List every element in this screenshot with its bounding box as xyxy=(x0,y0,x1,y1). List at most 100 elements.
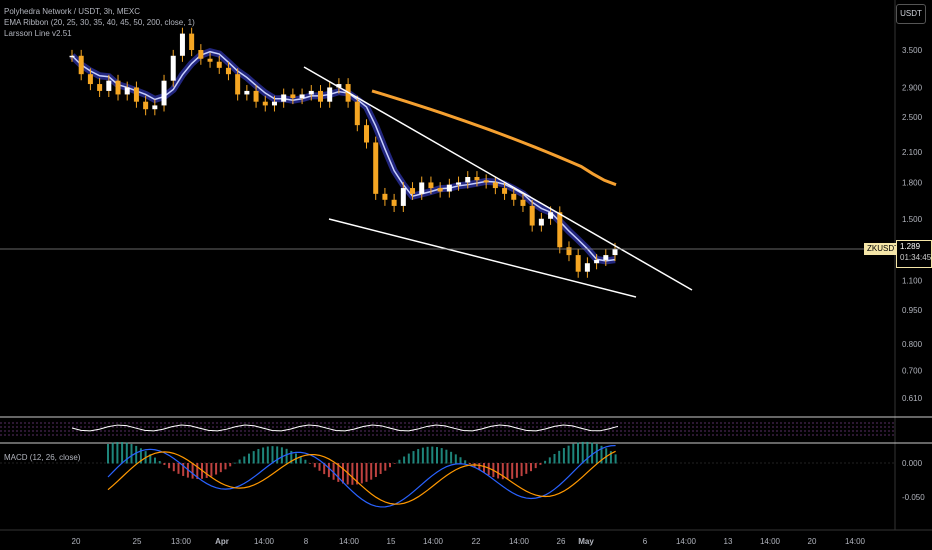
macd-histogram-bar xyxy=(229,463,232,467)
y-tick-label: 0.610 xyxy=(902,394,923,403)
candle-body xyxy=(207,58,213,62)
macd-histogram-bar xyxy=(149,454,152,464)
x-tick-label: 15 xyxy=(387,537,396,546)
macd-label: MACD (12, 26, close) xyxy=(4,453,81,462)
macd-histogram-bar xyxy=(591,442,594,464)
candle-body xyxy=(216,61,222,68)
candle-body xyxy=(603,255,609,260)
macd-histogram-bar xyxy=(370,463,373,480)
x-tick-label: 22 xyxy=(472,537,481,546)
macd-histogram-bar xyxy=(614,454,617,464)
x-tick-label: May xyxy=(578,537,594,546)
candle-body xyxy=(502,188,508,194)
x-tick-label: 14:00 xyxy=(676,537,697,546)
x-tick-label: 14:00 xyxy=(423,537,444,546)
bar-countdown: 01:34:45 xyxy=(900,253,932,262)
legend: Polyhedra Network / USDT, 3h, MEXC EMA R… xyxy=(4,6,195,39)
x-tick-label: 25 xyxy=(133,537,142,546)
macd-histogram-bar xyxy=(248,453,250,464)
y-tick-label: 2.100 xyxy=(902,148,923,157)
candle-body xyxy=(281,94,287,102)
candle-body xyxy=(474,177,480,181)
candle-body xyxy=(152,105,158,110)
macd-histogram-bar xyxy=(436,447,438,464)
macd-line xyxy=(107,444,616,508)
macd-histogram-bar xyxy=(374,463,377,478)
macd-histogram-bar xyxy=(182,463,185,476)
macd-histogram-bar xyxy=(365,463,368,482)
candle-body xyxy=(87,74,93,85)
y-tick-label: 2.900 xyxy=(902,83,923,92)
macd-histogram-bar xyxy=(130,444,133,464)
candle-body xyxy=(511,193,517,200)
macd-histogram-bar xyxy=(525,463,528,474)
macd-histogram-bar xyxy=(445,449,448,464)
candle-body xyxy=(235,74,241,95)
macd-histogram-bar xyxy=(215,463,218,475)
candle-body xyxy=(529,205,535,226)
macd-histogram-bar xyxy=(548,457,551,464)
macd-histogram-bar xyxy=(163,463,166,465)
macd-histogram-bar xyxy=(506,463,509,480)
macd-histogram-bar xyxy=(262,447,265,464)
candle-body xyxy=(410,188,416,194)
macd-histogram-bar xyxy=(412,451,415,464)
candle-body xyxy=(456,182,462,185)
candle-body xyxy=(327,87,333,102)
macd-histogram-bar xyxy=(515,463,518,478)
candle-body xyxy=(575,255,581,272)
candle-body xyxy=(364,125,370,143)
macd-histogram-bar xyxy=(511,463,514,479)
candle-body xyxy=(299,94,305,99)
macd-histogram-bar xyxy=(497,463,500,479)
macd-histogram-bar xyxy=(464,460,467,464)
candle-body xyxy=(198,50,204,59)
macd-histogram-bar xyxy=(210,463,213,477)
macd-histogram-bar xyxy=(478,463,481,471)
candle-body xyxy=(612,248,618,256)
macd-histogram-bar xyxy=(431,446,434,464)
upper-trendline xyxy=(303,66,693,291)
candle-body xyxy=(373,142,379,194)
macd-histogram-bar xyxy=(121,442,124,464)
candle-body xyxy=(492,182,498,189)
macd-histogram-bar xyxy=(158,461,161,464)
ema-ribbon-line xyxy=(71,50,616,262)
macd-histogram-bar xyxy=(407,453,410,464)
macd-histogram-bar xyxy=(271,446,274,464)
macd-histogram-bar xyxy=(342,463,344,484)
macd-histogram-bar xyxy=(398,459,401,464)
candle-body xyxy=(400,188,406,206)
candle-body xyxy=(391,199,397,206)
macd-histogram-bar xyxy=(487,463,490,476)
y-tick-label: 0.800 xyxy=(902,340,923,349)
y-tick-label: 3.500 xyxy=(902,46,923,55)
y-tick-label: 2.500 xyxy=(902,113,923,122)
x-tick-label: 14:00 xyxy=(339,537,360,546)
candle-body xyxy=(446,184,452,192)
y-tick-label: 1.800 xyxy=(902,178,923,187)
macd-histogram-bar xyxy=(196,463,199,480)
macd-histogram-bar xyxy=(389,463,391,468)
macd-histogram-bar xyxy=(520,463,523,477)
macd-histogram-bar xyxy=(586,441,589,464)
macd-histogram-bar xyxy=(323,463,326,475)
y-tick-label: 0.950 xyxy=(902,306,923,315)
macd-histogram-bar xyxy=(177,463,180,474)
macd-histogram-bar xyxy=(426,446,429,464)
x-tick-label: 26 xyxy=(557,537,566,546)
last-price-tag: 1.289 01:34:45 xyxy=(896,240,932,268)
candle-body xyxy=(382,193,388,200)
macd-histogram-bar xyxy=(440,448,443,464)
macd-histogram-bar xyxy=(299,456,302,464)
macd-histogram-bar xyxy=(562,448,565,464)
currency-button[interactable]: USDT xyxy=(896,4,926,24)
macd-histogram-bar xyxy=(609,451,612,464)
candle-body xyxy=(143,101,149,110)
chart-title: Polyhedra Network / USDT, 3h, MEXC xyxy=(4,7,141,16)
macd-histogram-bar xyxy=(219,463,222,473)
macd-histogram-bar xyxy=(558,450,561,464)
candle-body xyxy=(428,182,434,189)
candle-body xyxy=(483,180,489,183)
